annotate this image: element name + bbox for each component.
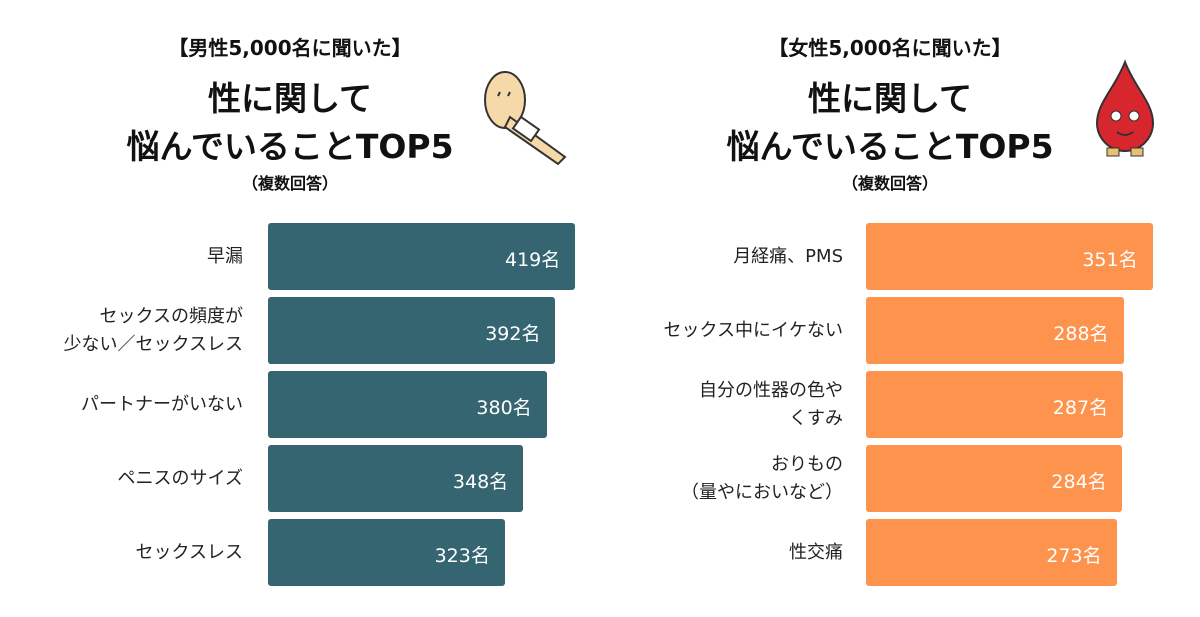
bar: [268, 371, 547, 438]
value-label: 392名: [485, 322, 541, 345]
bar: [268, 223, 576, 290]
man-illustration: [484, 71, 567, 166]
category-label: 月経痛、PMS: [733, 245, 843, 267]
category-label: 自分の性器の色や くすみ: [699, 379, 843, 429]
category-label: セックスの頻度が 少ない／セックスレス: [63, 305, 243, 355]
bar: [866, 297, 1124, 364]
bar: [866, 519, 1117, 586]
bar: [268, 445, 524, 512]
value-label: 273名: [1046, 544, 1102, 567]
chart-title: 性に関して: [207, 79, 372, 118]
drop-illustration: [1095, 59, 1155, 157]
category-label: 早漏: [207, 245, 243, 267]
bar: [866, 445, 1122, 512]
chart-header: 【女性5,000名に聞いた】: [768, 36, 1012, 60]
value-label: 287名: [1052, 396, 1109, 419]
chart-title: 悩んでいることTOP5: [726, 127, 1054, 166]
chart-note: （複数回答）: [841, 174, 938, 193]
bar: [866, 371, 1124, 438]
chart-title: 性に関して: [807, 79, 972, 118]
value-label: 288名: [1053, 322, 1109, 345]
bar: [866, 223, 1153, 290]
value-label: 351名: [1082, 248, 1138, 271]
category-label: おりもの （量やにおいなど）: [681, 453, 843, 503]
category-label: セックスレス: [135, 541, 243, 563]
chart-title: 悩んでいることTOP5: [126, 127, 454, 166]
value-label: 323名: [434, 544, 490, 567]
category-label: 性交痛: [789, 541, 843, 563]
value-label: 284名: [1051, 470, 1107, 493]
chart-header: 【男性5,000名に聞いた】: [168, 36, 412, 60]
value-label: 348名: [452, 470, 509, 493]
category-label: セックス中にイケない: [663, 319, 843, 341]
value-label: 380名: [476, 396, 532, 419]
chart-note: （複数回答）: [241, 174, 338, 193]
bar: [268, 297, 556, 364]
value-label: 419名: [505, 248, 561, 271]
category-label: ペニスのサイズ: [117, 467, 243, 489]
category-label: パートナーがいない: [81, 393, 243, 415]
bar: [268, 519, 505, 586]
